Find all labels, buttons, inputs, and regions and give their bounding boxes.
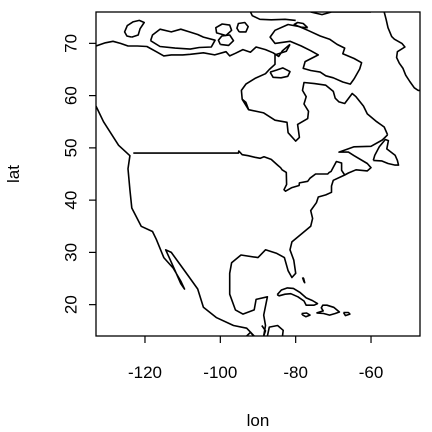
- y-tick-label: 60: [61, 86, 80, 105]
- puerto-rico-outline: [342, 311, 351, 317]
- greenland-outline: [310, 12, 371, 16]
- greenland-southwest-outline: [383, 12, 420, 92]
- y-tick-label: 40: [61, 191, 80, 210]
- hudson-bay-west-outline: [241, 98, 250, 110]
- yucatan-tip-outline: [261, 325, 267, 336]
- plot-frame: [95, 11, 421, 337]
- banks-island-outline: [123, 19, 145, 38]
- labrador-coast-outline: [240, 44, 389, 142]
- x-tick-label: -120: [128, 363, 162, 382]
- victoria-island-outline: [149, 28, 216, 50]
- devon-island-outline: [249, 12, 296, 22]
- x-tick-label: -100: [203, 363, 237, 382]
- bylot-island-outline: [293, 21, 309, 29]
- southampton-island-outline: [269, 67, 291, 79]
- x-axis: -120 -100 -80 -60: [128, 336, 383, 382]
- melville-peninsula-outline: [96, 40, 291, 58]
- y-axis: 20 30 40 50 60 70: [61, 34, 96, 314]
- newfoundland-outline: [372, 138, 400, 166]
- y-tick-label: 50: [61, 138, 80, 157]
- us-canada-border-outline: [133, 150, 346, 192]
- y-axis-label: lat: [4, 165, 23, 183]
- somerset-island-outline: [236, 21, 249, 33]
- gulf-atlantic-coast-outline: [228, 134, 389, 336]
- king-william-island-outline: [217, 34, 235, 47]
- bahamas-outline: [301, 276, 306, 284]
- cuba-outline: [276, 287, 319, 307]
- honduras-coast-outline: [266, 324, 285, 336]
- y-tick-label: 70: [61, 34, 80, 53]
- x-tick-label: -60: [359, 363, 384, 382]
- pacific-coast-outline: [96, 105, 255, 336]
- coastline-layer: [96, 12, 420, 336]
- hispaniola-outline: [316, 304, 341, 316]
- y-tick-label: 30: [61, 243, 80, 262]
- x-tick-label: -80: [283, 363, 308, 382]
- central-america-outline: [246, 331, 255, 336]
- prince-of-wales-island-outline: [215, 23, 233, 37]
- baffin-island-outline: [269, 23, 363, 85]
- y-tick-label: 20: [61, 295, 80, 314]
- jamaica-outline: [301, 312, 311, 318]
- x-axis-label: lon: [247, 411, 270, 430]
